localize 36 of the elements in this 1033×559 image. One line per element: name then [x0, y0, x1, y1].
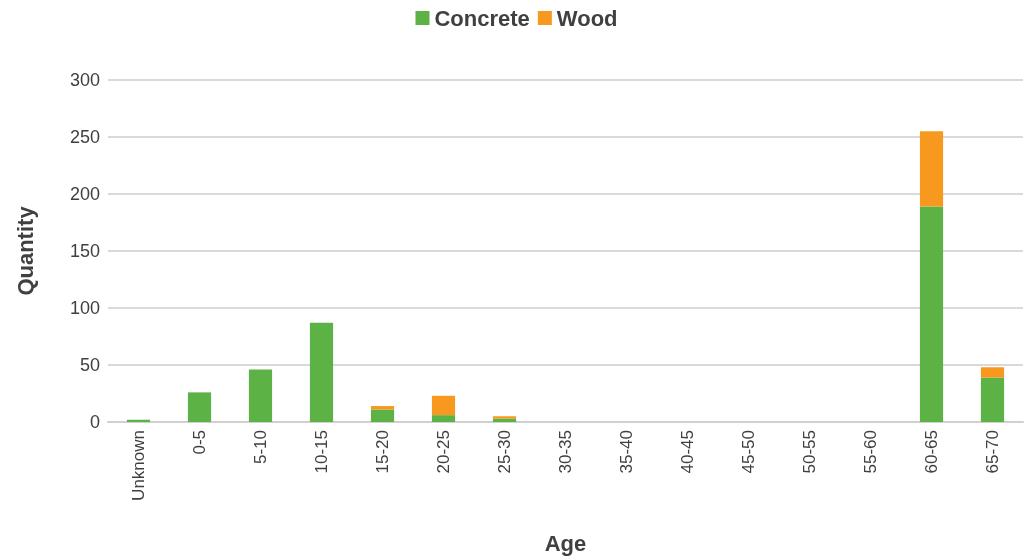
- bar: [980, 367, 1005, 378]
- x-axis-title: Age: [544, 530, 587, 556]
- y-tick-label: 200: [69, 184, 100, 204]
- x-tick-label: 20-25: [434, 430, 453, 474]
- x-tick-label: 0-5: [190, 430, 209, 455]
- y-tick-label: 100: [69, 298, 100, 318]
- x-tick-label: 65-70: [983, 430, 1002, 474]
- x-tick-label: 55-60: [861, 430, 880, 474]
- bar: [431, 415, 456, 422]
- bar: [431, 395, 456, 416]
- x-tick-label: 5-10: [251, 430, 270, 465]
- y-tick-label: 300: [69, 70, 100, 90]
- x-tick-label: 15-20: [373, 430, 392, 474]
- x-tick-label: 60-65: [922, 430, 941, 474]
- y-tick-label: 50: [79, 355, 100, 375]
- bar: [248, 369, 273, 422]
- bar: [370, 409, 395, 422]
- legend-label: Wood: [556, 5, 618, 31]
- x-tick-label: 30-35: [556, 430, 575, 474]
- bar: [919, 206, 944, 422]
- x-tick-label: 25-30: [495, 430, 514, 474]
- legend-label: Concrete: [434, 5, 530, 31]
- bar: [980, 377, 1005, 422]
- y-tick-label: 150: [69, 241, 100, 261]
- x-tick-label: 10-15: [312, 430, 331, 474]
- bar: [187, 392, 212, 422]
- y-axis-title: Quantity: [12, 205, 38, 296]
- bar: [919, 131, 944, 207]
- y-tick-label: 250: [69, 127, 100, 147]
- x-tick-label: 40-45: [678, 430, 697, 474]
- x-tick-label: Unknown: [129, 430, 148, 501]
- bar: [309, 322, 334, 422]
- x-tick-label: 35-40: [617, 430, 636, 474]
- y-tick-label: 0: [89, 412, 100, 432]
- x-tick-label: 50-55: [800, 430, 819, 474]
- x-tick-label: 45-50: [739, 430, 758, 474]
